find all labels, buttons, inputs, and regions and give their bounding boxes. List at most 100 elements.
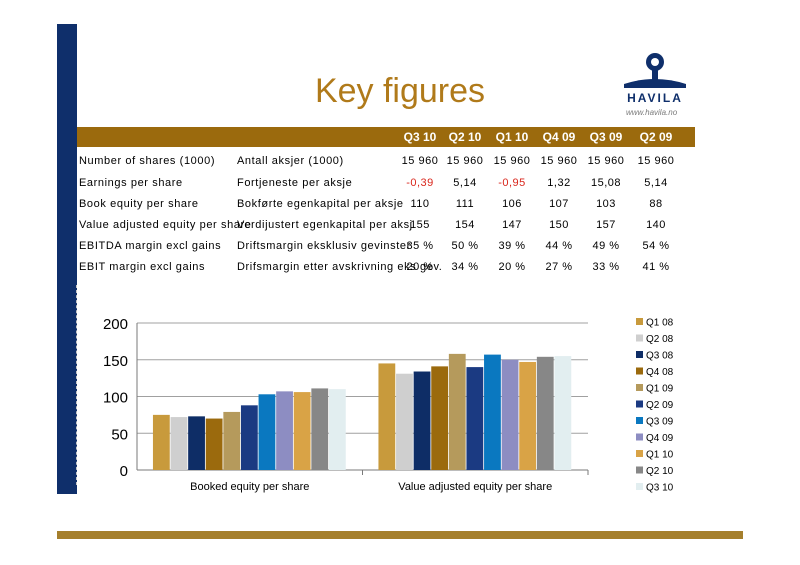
left-accent-bar: [57, 24, 77, 494]
row-label-en: Book equity per share: [79, 198, 199, 210]
legend-label: Q4 09: [646, 433, 674, 444]
legend-label: Q1 09: [646, 384, 674, 395]
legend-label: Q2 08: [646, 334, 674, 345]
table-cell: 34 %: [451, 261, 479, 273]
quarter-header: Q3 10: [403, 130, 437, 144]
bar: [258, 394, 276, 470]
legend-swatch: [636, 466, 643, 474]
table-cell: 15 960: [493, 155, 531, 167]
bar: [413, 371, 431, 470]
bar: [223, 411, 241, 470]
legend-swatch: [636, 417, 643, 424]
row-label-en: EBIT margin excl gains: [79, 261, 206, 273]
legend-swatch: [636, 450, 643, 457]
row-label-en: Value adjusted equity per share: [79, 219, 252, 231]
legend-swatch: [636, 483, 643, 490]
table-cell: 41 %: [642, 261, 670, 273]
row-label-no: Bokførte egenkapital per aksje: [237, 198, 404, 210]
table-cell: 88: [649, 198, 663, 210]
legend-label: Q3 09: [646, 417, 674, 428]
legend-swatch: [636, 367, 643, 375]
footer-bar: [57, 531, 743, 539]
legend-label: Q2 10: [646, 466, 674, 477]
y-tick-label: 0: [120, 463, 128, 480]
bar: [378, 363, 396, 470]
table-cell: 155: [410, 219, 430, 231]
bar: [240, 405, 258, 470]
table-cell: 106: [502, 198, 522, 210]
bar: [484, 354, 501, 470]
legend-swatch: [636, 384, 643, 391]
table-cell: 15 960: [401, 155, 439, 167]
table-cell: 1,32: [547, 177, 571, 189]
bar: [293, 392, 311, 470]
bar: [519, 361, 537, 470]
legend-swatch: [636, 433, 643, 441]
table-cell: 150: [549, 219, 569, 231]
table-cell: 15,08: [590, 177, 622, 189]
legend-label: Q4 08: [646, 367, 674, 378]
havila-logo-mark: HAVILA: [624, 53, 686, 105]
bar: [448, 353, 466, 470]
legend-swatch: [636, 334, 643, 342]
table-cell: 27 %: [545, 261, 573, 273]
bar: [328, 389, 346, 470]
table-cell: 54 %: [642, 240, 670, 252]
table-cell: 140: [646, 219, 666, 231]
bar: [311, 388, 329, 470]
legend-label: Q1 08: [646, 318, 674, 329]
page-title: Key figures: [314, 72, 486, 110]
table-cell: 50 %: [451, 240, 479, 252]
legend-label: Q1 10: [646, 450, 674, 461]
row-label-no: Fortjeneste per aksje: [237, 177, 353, 189]
quarter-header: Q4 09: [542, 130, 576, 144]
quarter-header: Q1 10: [495, 130, 529, 144]
table-cell: 157: [596, 219, 616, 231]
table-cell: 49 %: [592, 240, 620, 252]
bar: [170, 417, 188, 470]
y-tick-label: 50: [111, 426, 128, 443]
quarter-header: Q2 10: [448, 130, 482, 144]
legend-swatch: [636, 351, 643, 358]
legend-swatch: [636, 400, 643, 408]
legend-label: Q3 10: [646, 483, 674, 494]
table-cell: 15 960: [637, 155, 675, 167]
legend-label: Q2 09: [646, 400, 674, 411]
quarter-header: Q3 09: [589, 130, 623, 144]
svg-text:HAVILA: HAVILA: [627, 91, 683, 105]
table-cell: 44 %: [545, 240, 573, 252]
table-cell: -0,95: [498, 177, 526, 189]
y-tick-label: 100: [103, 390, 128, 407]
divider-line: [76, 285, 77, 485]
x-category-label: Value adjusted equity per share: [398, 481, 552, 493]
table-cell: 20 %: [498, 261, 526, 273]
bar: [554, 356, 572, 470]
table-cell: 39 %: [498, 240, 526, 252]
bar: [431, 366, 449, 470]
logo-website: www.havila.no: [626, 108, 678, 117]
row-label-en: EBITDA margin excl gains: [79, 240, 222, 252]
table-cell: 154: [455, 219, 475, 231]
table-cell: 20 %: [406, 261, 434, 273]
bar: [152, 414, 170, 470]
bar: [396, 373, 413, 470]
y-tick-label: 200: [103, 316, 128, 333]
bar: [205, 418, 223, 470]
bar: [466, 367, 484, 470]
row-label-en: Earnings per share: [79, 177, 183, 189]
table-cell: 110: [410, 198, 430, 210]
row-label-no: Verdijustert egenkapital per aksj: [237, 219, 413, 231]
bar: [276, 391, 293, 470]
row-label-no: Driftsmargin eksklusiv gevinster: [237, 240, 411, 252]
table-header-band: [77, 127, 695, 147]
table-cell: 5,14: [644, 177, 668, 189]
legend-label: Q3 08: [646, 351, 674, 362]
table-cell: -0,39: [406, 177, 434, 189]
bar: [501, 359, 519, 470]
havila-logo: HAVILA www.havila.no: [618, 50, 692, 126]
row-label-en: Number of shares (1000): [79, 155, 216, 167]
table-cell: 103: [596, 198, 616, 210]
row-label-no: Drifsmargin etter avskrivning eks gev.: [237, 261, 443, 273]
bar: [536, 356, 554, 470]
